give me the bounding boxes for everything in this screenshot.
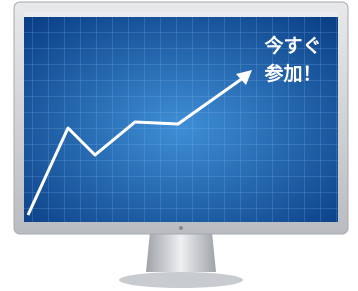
page: 今すぐ 参加！ (() => { const data = JSON.parse… (0, 0, 358, 291)
callout-line: 参加！ (264, 62, 321, 85)
monitor-illustration: 今すぐ 参加！ (0, 0, 358, 291)
logo (179, 226, 183, 230)
callout-line: 今すぐ (263, 34, 321, 57)
stand-base (119, 272, 243, 288)
stand-neck (146, 232, 216, 272)
menu-bar (24, 12, 338, 17)
